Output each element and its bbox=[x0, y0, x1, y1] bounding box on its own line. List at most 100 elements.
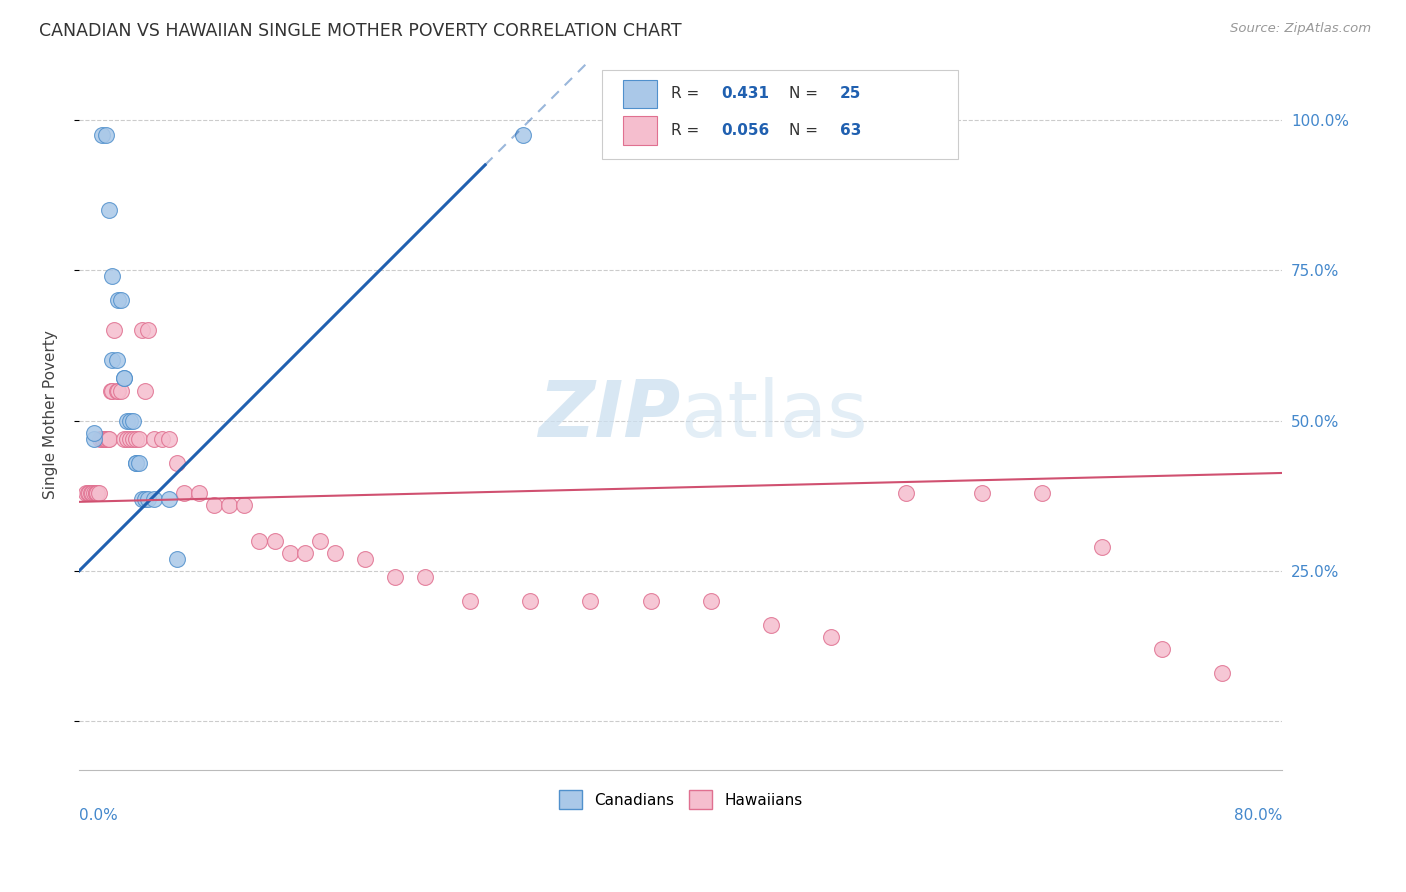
Point bbox=[89, 432, 111, 446]
Point bbox=[323, 546, 346, 560]
Point bbox=[120, 414, 142, 428]
Point bbox=[263, 533, 285, 548]
Point bbox=[90, 432, 112, 446]
Point bbox=[249, 533, 271, 548]
Point bbox=[157, 432, 180, 446]
Point bbox=[91, 432, 114, 446]
Point bbox=[579, 594, 602, 608]
Text: CANADIAN VS HAWAIIAN SINGLE MOTHER POVERTY CORRELATION CHART: CANADIAN VS HAWAIIAN SINGLE MOTHER POVER… bbox=[39, 22, 682, 40]
Point bbox=[125, 456, 148, 470]
Point bbox=[278, 546, 301, 560]
Point bbox=[82, 485, 104, 500]
Point bbox=[1211, 666, 1233, 681]
Point bbox=[105, 353, 128, 368]
Point bbox=[77, 485, 100, 500]
Point bbox=[101, 353, 124, 368]
Point bbox=[112, 371, 135, 385]
Text: 0.0%: 0.0% bbox=[79, 808, 118, 823]
Point bbox=[820, 630, 842, 644]
Point bbox=[131, 491, 153, 506]
Point bbox=[76, 485, 98, 500]
Point bbox=[98, 432, 121, 446]
Point bbox=[115, 414, 138, 428]
Bar bbox=[623, 79, 657, 108]
Point bbox=[100, 384, 122, 398]
Point bbox=[115, 432, 138, 446]
Point bbox=[700, 594, 723, 608]
Point bbox=[96, 432, 118, 446]
Text: 0.431: 0.431 bbox=[721, 87, 769, 102]
Point bbox=[173, 485, 195, 500]
Point bbox=[107, 384, 129, 398]
Point bbox=[233, 498, 256, 512]
Point bbox=[136, 323, 159, 337]
Point bbox=[1031, 485, 1053, 500]
Point bbox=[143, 432, 166, 446]
Point bbox=[458, 594, 481, 608]
Point bbox=[131, 323, 153, 337]
Text: R =: R = bbox=[671, 87, 704, 102]
Point bbox=[125, 456, 148, 470]
Text: atlas: atlas bbox=[681, 376, 869, 452]
Point bbox=[87, 485, 110, 500]
Point bbox=[970, 485, 993, 500]
Point bbox=[125, 432, 148, 446]
Point bbox=[157, 491, 180, 506]
Point bbox=[83, 432, 105, 446]
Point bbox=[519, 594, 541, 608]
Point bbox=[166, 456, 188, 470]
Point bbox=[84, 485, 107, 500]
Y-axis label: Single Mother Poverty: Single Mother Poverty bbox=[44, 330, 58, 499]
Text: Source: ZipAtlas.com: Source: ZipAtlas.com bbox=[1230, 22, 1371, 36]
Point bbox=[1091, 540, 1114, 554]
Point bbox=[110, 384, 132, 398]
Point bbox=[202, 498, 225, 512]
Text: N =: N = bbox=[789, 87, 823, 102]
FancyBboxPatch shape bbox=[603, 70, 957, 159]
Point bbox=[896, 485, 918, 500]
Point bbox=[122, 414, 145, 428]
Text: N =: N = bbox=[789, 123, 823, 138]
Point bbox=[166, 552, 188, 566]
Point bbox=[93, 432, 115, 446]
Point bbox=[101, 384, 124, 398]
Point bbox=[86, 485, 108, 500]
Point bbox=[105, 384, 128, 398]
Point bbox=[143, 491, 166, 506]
Point bbox=[101, 269, 124, 284]
Point bbox=[150, 432, 173, 446]
Point bbox=[110, 293, 132, 308]
Point bbox=[188, 485, 211, 500]
Point bbox=[128, 432, 150, 446]
Point bbox=[512, 128, 534, 142]
Point bbox=[413, 570, 436, 584]
Point bbox=[308, 533, 330, 548]
Point bbox=[218, 498, 240, 512]
Point bbox=[134, 491, 156, 506]
Text: 0.056: 0.056 bbox=[721, 123, 770, 138]
Bar bbox=[623, 117, 657, 145]
Point bbox=[134, 384, 156, 398]
Point bbox=[128, 456, 150, 470]
Text: ZIP: ZIP bbox=[538, 376, 681, 452]
Point bbox=[80, 485, 103, 500]
Point bbox=[94, 432, 117, 446]
Point bbox=[112, 432, 135, 446]
Point bbox=[98, 202, 121, 217]
Point bbox=[79, 485, 101, 500]
Text: 80.0%: 80.0% bbox=[1234, 808, 1282, 823]
Point bbox=[83, 425, 105, 440]
Text: 25: 25 bbox=[839, 87, 860, 102]
Point bbox=[640, 594, 662, 608]
Point bbox=[294, 546, 316, 560]
Point bbox=[90, 128, 112, 142]
Point bbox=[83, 485, 105, 500]
Point bbox=[84, 485, 107, 500]
Text: R =: R = bbox=[671, 123, 704, 138]
Point bbox=[103, 323, 125, 337]
Text: 63: 63 bbox=[839, 123, 860, 138]
Point bbox=[136, 491, 159, 506]
Point bbox=[384, 570, 406, 584]
Point bbox=[122, 432, 145, 446]
Point bbox=[759, 618, 782, 632]
